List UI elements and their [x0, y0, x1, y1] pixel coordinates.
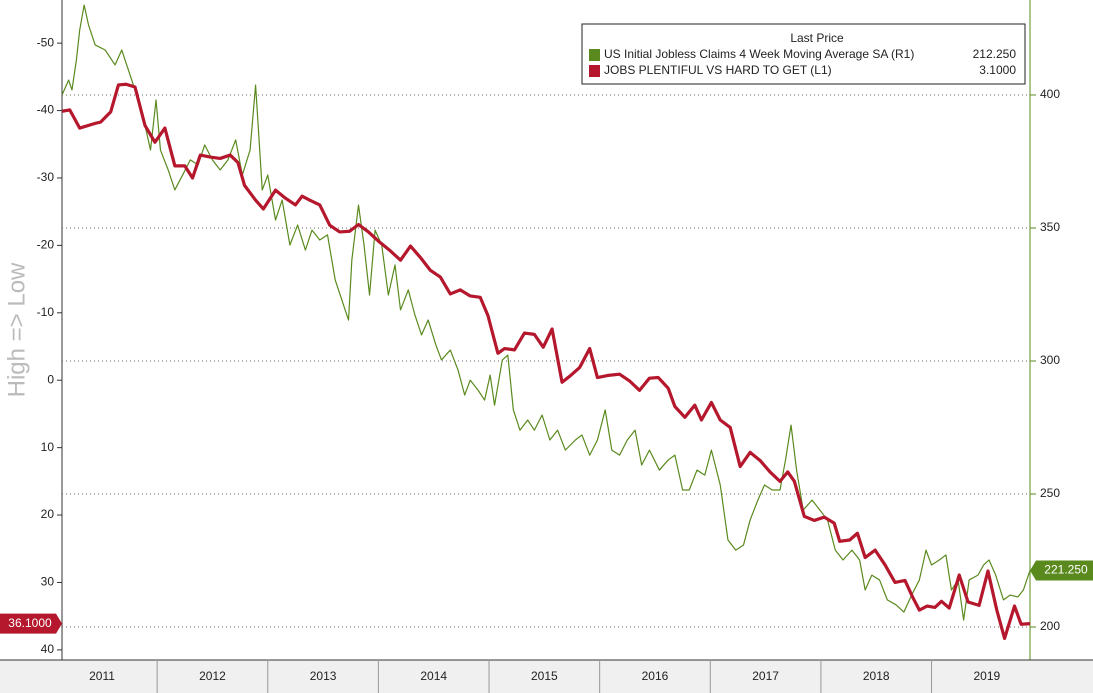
end-tag — [0, 613, 62, 634]
y-tick-label: -20 — [37, 238, 55, 252]
plot — [61, 4, 1031, 641]
x-tick-label: 2013 — [310, 669, 337, 683]
y2-tick-label: 250 — [1040, 486, 1060, 500]
x-tick-label: 2011 — [89, 669, 115, 683]
legend-box — [581, 23, 1026, 85]
x-tick-label: 2019 — [974, 669, 1001, 683]
legend-label: US Initial Jobless Claims 4 Week Moving … — [604, 47, 914, 61]
y-tick-label: 10 — [41, 440, 55, 454]
legend-title: Last Price — [790, 31, 844, 45]
x-axis-band — [0, 660, 1093, 693]
y-tick-label: -40 — [37, 103, 55, 117]
y-tick-label: 20 — [41, 507, 55, 521]
y2-tick-label: 200 — [1040, 619, 1060, 633]
y2-tick-label: 400 — [1040, 87, 1060, 101]
end-tag-label: 36.1000 — [8, 616, 52, 630]
x-tick-label: 2012 — [199, 669, 226, 683]
series-line — [61, 82, 1031, 641]
end-tag-label: 221.250 — [1044, 563, 1088, 577]
legend-label: JOBS PLENTIFUL VS HARD TO GET (L1) — [604, 63, 832, 77]
x-tick-label: 2015 — [531, 669, 558, 683]
x-tick-label: 2014 — [420, 669, 447, 683]
y-tick-label: 30 — [41, 575, 55, 589]
y-tick-label: -50 — [37, 35, 55, 49]
y-tick-label: -30 — [37, 170, 55, 184]
series-line — [61, 4, 1031, 621]
end-tag — [1030, 560, 1093, 581]
legend-swatch — [589, 65, 600, 77]
legend-swatch — [589, 49, 600, 61]
x-tick-label: 2017 — [752, 669, 779, 683]
y-tick-label: 0 — [47, 372, 54, 386]
legend-value: 3.1000 — [979, 63, 1016, 77]
y2-tick-label: 350 — [1040, 220, 1060, 234]
y2-tick-label: 300 — [1040, 353, 1060, 367]
y-axis-title: High => Low — [3, 262, 30, 397]
x-tick-label: 2018 — [863, 669, 890, 683]
legend-value: 212.250 — [973, 47, 1017, 61]
x-tick-label: 2016 — [642, 669, 669, 683]
y-tick-label: -10 — [37, 305, 55, 319]
y-tick-label: 40 — [41, 642, 55, 656]
